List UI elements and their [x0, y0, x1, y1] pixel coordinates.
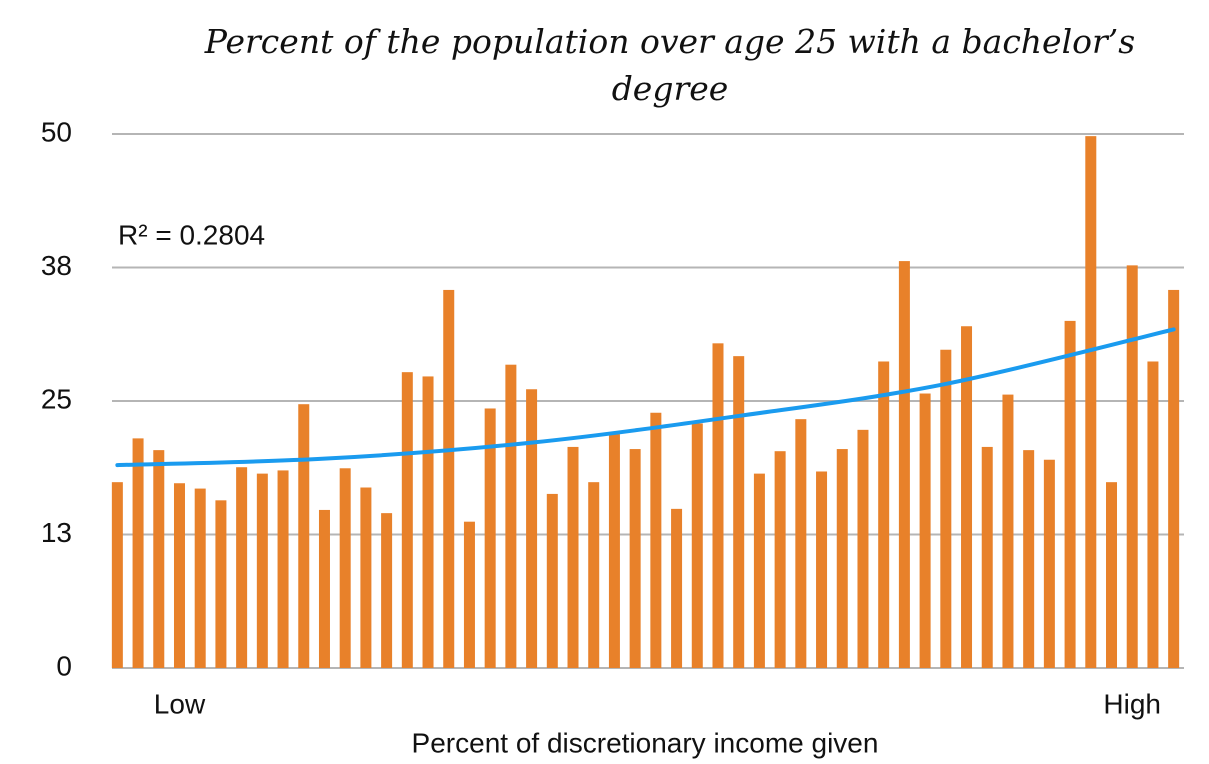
x-tick-label: Low [154, 688, 206, 719]
bar [567, 446, 579, 668]
bar [733, 356, 745, 668]
bar [153, 450, 165, 668]
bar [1126, 265, 1138, 668]
bar [360, 487, 372, 668]
bar [443, 289, 455, 668]
bar [318, 509, 330, 668]
bar [588, 482, 600, 668]
bar [236, 467, 248, 668]
bar [339, 468, 351, 668]
bar [1147, 361, 1159, 668]
chart-title: Percent of the population over age 25 wi… [204, 22, 1136, 108]
bar [961, 326, 973, 668]
bar [484, 408, 496, 668]
bar [712, 343, 724, 668]
bar [1168, 289, 1180, 668]
bar [919, 393, 931, 668]
y-tick-label: 50 [41, 116, 72, 147]
x-axis-label: Percent of discretionary income given [412, 727, 879, 758]
bar [1106, 482, 1118, 668]
bar [526, 389, 538, 668]
bar [629, 449, 641, 668]
bar [608, 434, 620, 668]
y-tick-label: 25 [41, 383, 72, 414]
bar [401, 372, 413, 668]
bar [878, 361, 890, 668]
bar [1085, 136, 1097, 669]
bar [194, 488, 206, 668]
x-tick-label: High [1103, 688, 1161, 719]
bar [422, 376, 434, 668]
r-squared: R² = 0.2804 [118, 219, 265, 250]
bar [691, 423, 703, 668]
bar [774, 451, 786, 668]
bar [463, 521, 475, 668]
bar [795, 419, 807, 668]
y-tick-label: 0 [56, 650, 72, 681]
bar [671, 508, 683, 668]
y-tick-label: 13 [41, 517, 72, 548]
bar [836, 449, 848, 668]
bar [381, 513, 393, 668]
bar [1002, 394, 1014, 668]
bar [650, 412, 662, 668]
bar [132, 438, 144, 668]
bar [173, 483, 185, 668]
bar [256, 473, 268, 668]
bar [898, 261, 910, 668]
bar [298, 404, 310, 668]
bar [940, 349, 952, 668]
bar [816, 471, 828, 668]
bar [215, 500, 227, 668]
bar [981, 446, 993, 668]
bar [1043, 459, 1055, 668]
bar [753, 473, 765, 668]
bar [857, 429, 869, 668]
bar [546, 493, 558, 668]
bar [1064, 320, 1076, 668]
bar [111, 482, 123, 668]
bar [505, 364, 517, 668]
bar [1023, 450, 1035, 668]
y-tick-label: 38 [41, 250, 72, 281]
trendline [115, 327, 1176, 468]
bar [277, 470, 289, 668]
